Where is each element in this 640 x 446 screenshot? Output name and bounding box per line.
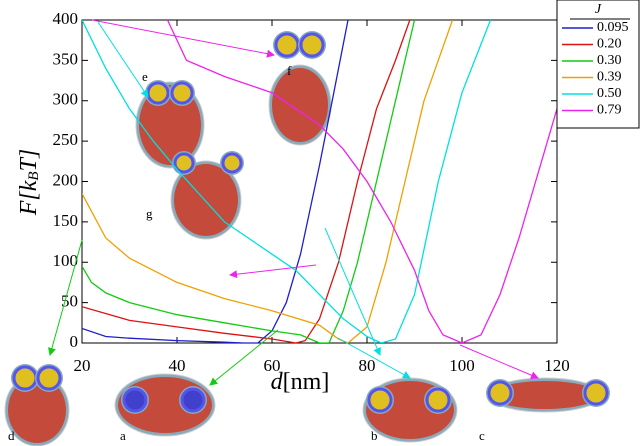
cell-body bbox=[174, 164, 238, 236]
line-series bbox=[82, 20, 411, 343]
head bbox=[36, 365, 62, 391]
arrow bbox=[324, 227, 381, 356]
inset-label: d bbox=[8, 428, 15, 443]
x-tick-label: 20 bbox=[74, 356, 91, 375]
legend-title: J bbox=[595, 2, 602, 17]
inset-label: f bbox=[287, 63, 292, 78]
inset-label: a bbox=[120, 428, 126, 443]
y-tick-label: 100 bbox=[53, 251, 79, 270]
cell-body bbox=[8, 377, 66, 443]
legend-label: 0.095 bbox=[597, 20, 629, 35]
legend-box bbox=[556, 0, 640, 129]
y-tick-label: 200 bbox=[53, 170, 79, 189]
line-series bbox=[82, 20, 349, 343]
inset-label: e bbox=[142, 69, 148, 84]
head bbox=[170, 81, 194, 105]
head bbox=[180, 387, 206, 413]
head bbox=[146, 81, 170, 105]
line-series bbox=[82, 20, 454, 343]
y-tick-label: 400 bbox=[53, 9, 79, 28]
y-axis-label: F[kBT] bbox=[16, 149, 43, 217]
arrow bbox=[229, 264, 317, 279]
y-label-sub: B bbox=[26, 171, 42, 180]
inset-label: b bbox=[371, 428, 378, 443]
y-tick-label: 300 bbox=[53, 90, 79, 109]
y-label-end: T] bbox=[16, 149, 42, 172]
x-label-var: d bbox=[271, 369, 284, 395]
head bbox=[221, 152, 243, 174]
head bbox=[274, 32, 300, 58]
head bbox=[12, 365, 38, 391]
arrow bbox=[48, 239, 83, 356]
x-tick-label: 40 bbox=[169, 356, 186, 375]
arrow bbox=[209, 329, 279, 386]
legend: J 0.095 0.200.30 0.390.50 0.79 bbox=[556, 0, 640, 129]
line-series bbox=[82, 20, 416, 343]
arrow bbox=[97, 21, 149, 98]
head bbox=[487, 380, 513, 406]
x-label-unit: [nm] bbox=[283, 369, 330, 395]
x-tick-label: 120 bbox=[544, 356, 570, 375]
head bbox=[425, 387, 451, 413]
cell-body bbox=[491, 381, 599, 409]
arrow bbox=[91, 19, 275, 58]
insets bbox=[4, 31, 610, 446]
y-tick-label: 0 bbox=[70, 332, 79, 351]
legend-label: 0.39 bbox=[597, 70, 622, 85]
line-series bbox=[82, 20, 492, 343]
legend-label: 0.79 bbox=[597, 103, 622, 118]
arrow bbox=[337, 337, 411, 379]
line-series bbox=[166, 20, 557, 343]
legend-label: 0.30 bbox=[597, 53, 622, 68]
y-tick-label: 350 bbox=[53, 49, 79, 68]
x-axis-label: d[nm] bbox=[271, 369, 330, 395]
head bbox=[299, 32, 325, 58]
y-label-k: [k bbox=[16, 180, 42, 200]
legend-label: 0.20 bbox=[597, 37, 622, 52]
arrow bbox=[459, 344, 539, 379]
head bbox=[367, 387, 393, 413]
x-tick-label: 80 bbox=[359, 356, 376, 375]
x-tick-label: 60 bbox=[264, 356, 281, 375]
cell-body bbox=[272, 68, 328, 142]
y-label-var: F bbox=[16, 200, 42, 216]
x-tick-label: 100 bbox=[449, 356, 475, 375]
legend-label: 0.50 bbox=[597, 86, 622, 101]
head bbox=[583, 380, 609, 406]
head bbox=[122, 387, 148, 413]
y-tick-label: 50 bbox=[61, 292, 78, 311]
inset-label: g bbox=[146, 206, 153, 221]
head bbox=[173, 152, 195, 174]
y-tick-label: 150 bbox=[53, 211, 79, 230]
inset-label: c bbox=[479, 428, 485, 443]
y-tick-label: 250 bbox=[53, 130, 79, 149]
